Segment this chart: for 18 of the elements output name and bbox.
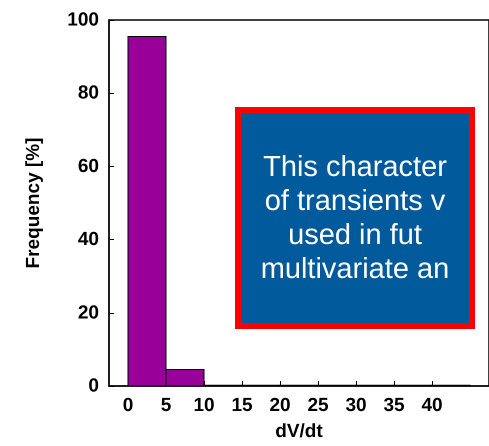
x-tick-label: 30 (345, 395, 367, 416)
x-tick-label: 5 (160, 395, 172, 416)
y-tick-label: 0 (88, 376, 99, 396)
x-axis-title: dV/dt (275, 421, 324, 442)
x-tick-label: 25 (307, 395, 329, 416)
y-tick-label: 100 (67, 10, 99, 30)
x-tick-label: 15 (231, 395, 253, 416)
x-tick-label: 20 (269, 395, 291, 416)
x-tick-label: 10 (193, 395, 215, 416)
x-tick-label: 40 (421, 395, 443, 416)
y-tick-label: 20 (78, 302, 99, 324)
text-box: This character of transients v used in fut multivariate an (235, 107, 475, 329)
x-tick-label: 0 (122, 395, 134, 416)
y-tick-label: 40 (78, 229, 99, 250)
y-tick-label: 80 (78, 82, 99, 104)
x-tick-label: 35 (383, 395, 405, 416)
y-tick-label: 60 (78, 156, 99, 177)
y-axis-title: Frequency [%] (23, 138, 44, 268)
